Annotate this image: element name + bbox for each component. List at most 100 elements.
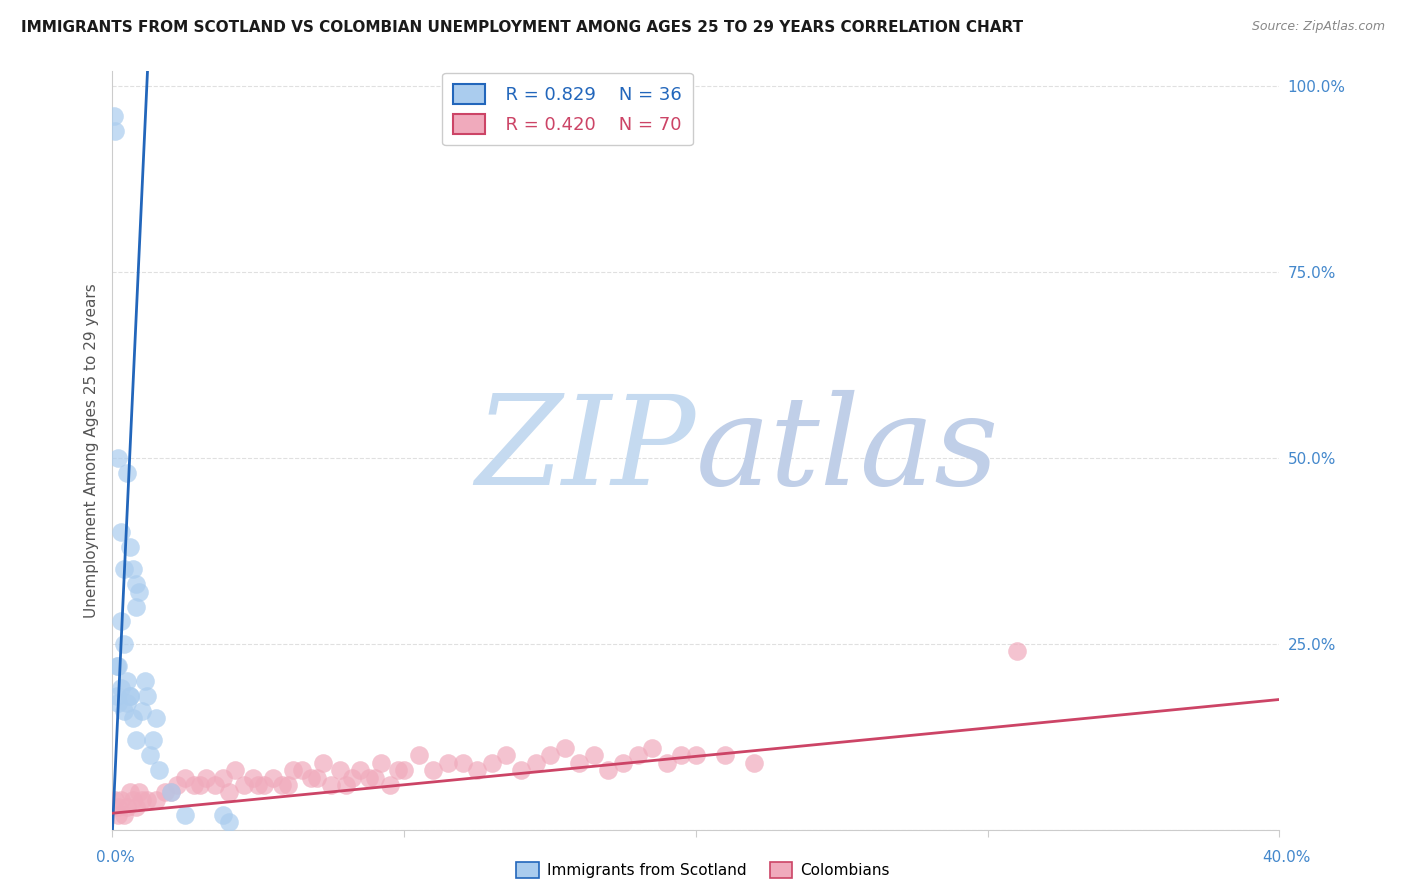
Point — [370, 756, 392, 770]
Point — [105, 689, 128, 703]
Point — [107, 450, 129, 465]
Point — [174, 807, 197, 822]
Y-axis label: Unemployment Among Ages 25 to 29 years: Unemployment Among Ages 25 to 29 years — [83, 283, 98, 618]
Point — [524, 756, 547, 770]
Text: IMMIGRANTS FROM SCOTLAND VS COLOMBIAN UNEMPLOYMENT AMONG AGES 25 TO 29 YEARS COR: IMMIGRANTS FROM SCOTLAND VS COLOMBIAN UN… — [21, 20, 1024, 35]
Point — [340, 771, 363, 785]
Point — [242, 771, 264, 785]
Point — [160, 785, 183, 799]
Point — [335, 778, 357, 792]
Point — [148, 763, 170, 777]
Text: Source: ZipAtlas.com: Source: ZipAtlas.com — [1251, 20, 1385, 33]
Point — [104, 124, 127, 138]
Point — [378, 778, 401, 792]
Point — [166, 778, 188, 792]
Point — [128, 785, 150, 799]
Point — [1005, 644, 1028, 658]
Point — [118, 689, 141, 703]
Point — [612, 756, 634, 770]
Point — [451, 756, 474, 770]
Text: atlas: atlas — [696, 390, 1000, 511]
Point — [742, 756, 765, 770]
Point — [112, 562, 135, 576]
Point — [131, 704, 153, 718]
Point — [188, 778, 211, 792]
Point — [598, 763, 620, 777]
Point — [224, 763, 246, 777]
Point — [136, 793, 159, 807]
Point — [305, 771, 328, 785]
Point — [107, 659, 129, 673]
Point — [125, 733, 148, 747]
Text: ZIP: ZIP — [475, 390, 696, 511]
Point — [110, 793, 132, 807]
Point — [115, 800, 138, 814]
Point — [128, 584, 150, 599]
Point — [408, 748, 430, 763]
Point — [641, 740, 664, 755]
Point — [145, 793, 167, 807]
Point — [112, 637, 135, 651]
Point — [212, 807, 235, 822]
Point — [115, 466, 138, 480]
Point — [270, 778, 292, 792]
Point — [568, 756, 591, 770]
Point — [671, 748, 693, 763]
Point — [299, 771, 322, 785]
Point — [714, 748, 737, 763]
Point — [125, 599, 148, 614]
Point — [349, 763, 371, 777]
Point — [194, 771, 217, 785]
Point — [122, 793, 145, 807]
Point — [276, 778, 298, 792]
Point — [685, 748, 707, 763]
Point — [183, 778, 205, 792]
Point — [253, 778, 276, 792]
Point — [160, 785, 183, 799]
Point — [125, 800, 148, 814]
Point — [232, 778, 254, 792]
Point — [554, 740, 576, 755]
Point — [118, 785, 141, 799]
Point — [110, 681, 132, 696]
Point — [538, 748, 561, 763]
Point — [218, 785, 240, 799]
Point — [291, 763, 314, 777]
Point — [145, 711, 167, 725]
Point — [139, 748, 162, 763]
Point — [422, 763, 444, 777]
Point — [153, 785, 176, 799]
Point — [437, 756, 460, 770]
Point — [283, 763, 305, 777]
Point — [104, 793, 127, 807]
Point — [329, 763, 352, 777]
Point — [118, 689, 141, 703]
Point — [110, 615, 132, 629]
Point — [204, 778, 226, 792]
Point — [311, 756, 333, 770]
Point — [125, 577, 148, 591]
Point — [465, 763, 488, 777]
Point — [107, 807, 129, 822]
Point — [136, 689, 159, 703]
Point — [364, 771, 387, 785]
Point — [122, 711, 145, 725]
Point — [118, 540, 141, 554]
Point — [103, 109, 125, 123]
Point — [481, 756, 503, 770]
Point — [112, 704, 135, 718]
Point — [321, 778, 343, 792]
Legend: Immigrants from Scotland, Colombians: Immigrants from Scotland, Colombians — [510, 856, 896, 884]
Point — [218, 815, 240, 830]
Point — [107, 696, 129, 710]
Point — [115, 696, 138, 710]
Point — [262, 771, 284, 785]
Point — [495, 748, 517, 763]
Point — [212, 771, 235, 785]
Point — [247, 778, 270, 792]
Point — [107, 800, 129, 814]
Legend:   R = 0.829    N = 36,   R = 0.420    N = 70: R = 0.829 N = 36, R = 0.420 N = 70 — [441, 73, 693, 145]
Point — [359, 771, 381, 785]
Point — [115, 673, 138, 688]
Point — [394, 763, 416, 777]
